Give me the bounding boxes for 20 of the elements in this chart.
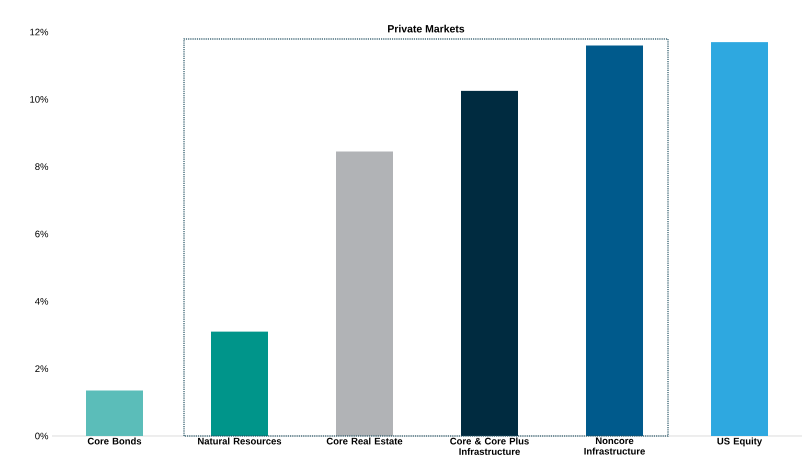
y-tick-label: 10% <box>30 96 48 103</box>
x-tick-label: Noncore Infrastructure <box>584 438 645 455</box>
y-tick-label: 6% <box>35 230 48 238</box>
bar <box>86 390 143 436</box>
bar <box>711 42 768 436</box>
x-tick-label: Core & Core Plus Infrastructure <box>450 438 529 455</box>
x-tick-label: Core Bonds <box>88 438 142 444</box>
y-tick-label: 2% <box>35 365 48 372</box>
y-tick-label: 0% <box>35 432 48 440</box>
bar <box>336 152 394 436</box>
annotation: Private Markets <box>388 24 464 32</box>
bar <box>211 332 268 436</box>
x-tick-label: Core Real Estate <box>326 438 402 444</box>
y-tick-label: 12% <box>30 28 48 36</box>
y-tick-label: 4% <box>35 298 48 305</box>
y-tick-label: 8% <box>35 163 48 170</box>
x-tick-label: US Equity <box>717 438 762 446</box>
bar <box>461 90 518 436</box>
x-tick-label: Natural Resources <box>198 438 282 444</box>
bar <box>586 45 644 436</box>
